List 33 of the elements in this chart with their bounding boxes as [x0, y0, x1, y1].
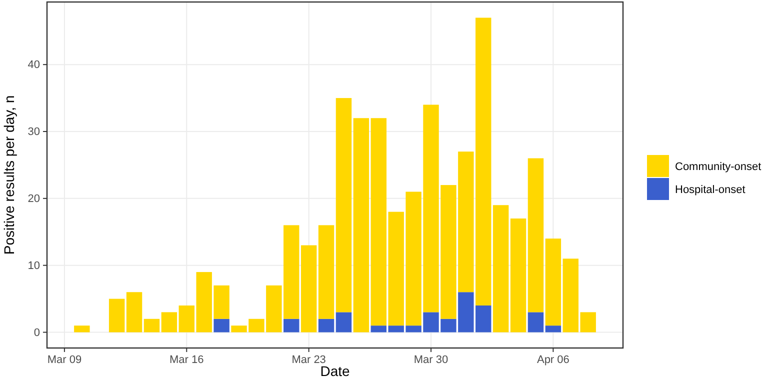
- x-tick-label: Mar 23: [292, 354, 326, 366]
- bar: [214, 318, 230, 332]
- y-tick-label: 20: [28, 192, 40, 205]
- bar: [144, 318, 160, 332]
- legend-label: Hospital-onset: [675, 184, 746, 196]
- bar: [300, 245, 317, 332]
- y-axis-title: Positive results per day, n: [1, 95, 17, 255]
- bar: [126, 292, 142, 332]
- y-tick-label: 0: [34, 326, 40, 339]
- y-tick-label: 10: [28, 260, 40, 272]
- x-axis-title: Date: [320, 363, 350, 379]
- x-tick-label: Mar 30: [414, 354, 448, 366]
- bar: [353, 118, 370, 332]
- y-tick-label: 30: [28, 126, 40, 138]
- bar: [284, 318, 300, 332]
- x-tick-label: Mar 09: [47, 354, 82, 366]
- bar: [318, 225, 334, 319]
- bar: [318, 318, 334, 332]
- bar: [545, 238, 562, 326]
- bar: [528, 312, 544, 332]
- bar: [74, 326, 90, 332]
- bar: [108, 298, 125, 332]
- y-tick-label: 40: [28, 59, 40, 72]
- bar: [336, 312, 352, 332]
- legend-label: Community-onset: [675, 161, 762, 173]
- bar: [161, 312, 178, 332]
- bar: [492, 205, 509, 332]
- bar: [545, 326, 562, 332]
- bar: [510, 218, 526, 332]
- x-tick-label: Mar 16: [170, 354, 204, 366]
- bar: [528, 158, 544, 312]
- bar: [336, 98, 352, 312]
- x-tick-label: Apr 06: [536, 354, 570, 366]
